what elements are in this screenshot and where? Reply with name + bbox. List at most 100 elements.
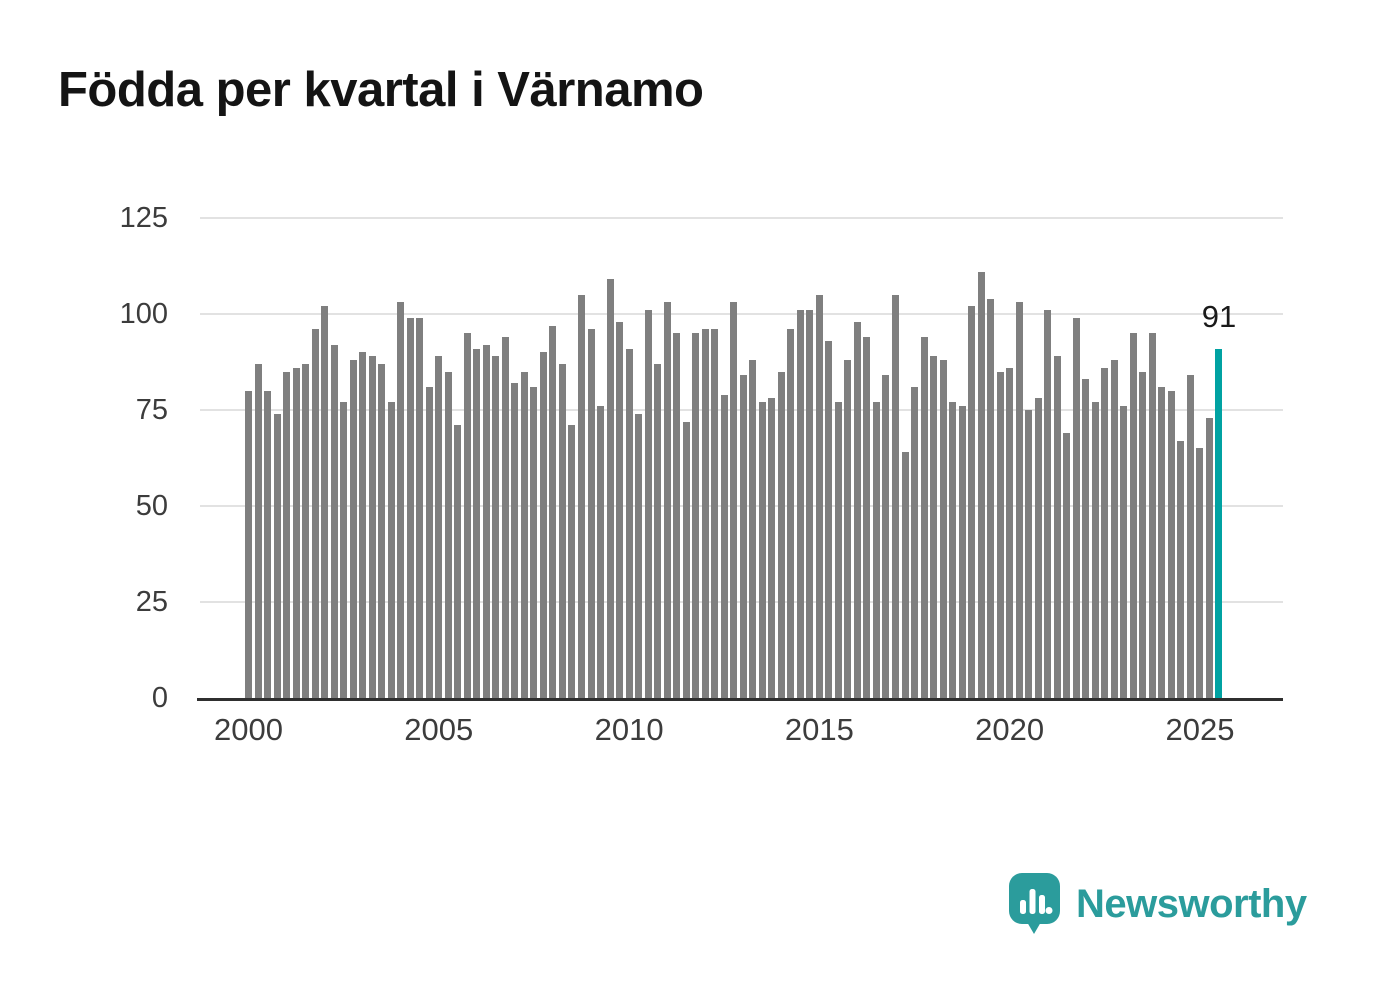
- x-tick-label: 2025: [1165, 712, 1235, 747]
- gridline: [200, 217, 1283, 219]
- y-tick-label: 125: [119, 202, 168, 234]
- bar: [321, 306, 329, 698]
- bar: [1205, 417, 1213, 698]
- bar: [340, 402, 348, 698]
- bar: [987, 298, 995, 698]
- bar: [463, 333, 471, 698]
- bar: [939, 360, 947, 698]
- bar: [311, 329, 319, 698]
- bar: [625, 348, 633, 698]
- bar: [815, 294, 823, 698]
- bar: [825, 340, 833, 698]
- bar: [435, 356, 443, 698]
- bar: [444, 371, 452, 698]
- bar: [587, 329, 595, 698]
- chart-title: Födda per kvartal i Värnamo: [58, 63, 704, 117]
- bar: [711, 329, 719, 698]
- bar: [968, 306, 976, 698]
- bar: [730, 302, 738, 698]
- newsworthy-logo-icon: [1008, 872, 1062, 936]
- bar: [1120, 406, 1128, 698]
- bar: [977, 271, 985, 698]
- bar: [901, 452, 909, 698]
- x-axis-line: [197, 698, 1283, 701]
- bar: [796, 310, 804, 698]
- bar: [1158, 386, 1166, 698]
- plot-area: 0 25 50 75 100 125 91 2000 2005 2010 2015 2020 202…: [120, 202, 1283, 747]
- bar: [349, 360, 357, 698]
- bar: [739, 375, 747, 698]
- last-value-label: 91: [1201, 298, 1237, 334]
- bar: [1034, 398, 1042, 698]
- bar: [644, 310, 652, 698]
- bar: [1082, 379, 1090, 698]
- bar: [473, 348, 481, 698]
- bar: [834, 402, 842, 698]
- x-tick-label: 2000: [214, 712, 283, 747]
- bar: [501, 337, 509, 698]
- x-tick-label: 2010: [594, 712, 664, 747]
- bar: [930, 356, 938, 698]
- bar: [568, 425, 576, 698]
- bar: [359, 352, 367, 698]
- bar: [1129, 333, 1137, 698]
- bar: [777, 371, 785, 698]
- bar: [1072, 317, 1080, 698]
- bar: [302, 363, 310, 698]
- bar: [597, 406, 605, 698]
- bar: [911, 386, 919, 698]
- bar: [920, 337, 928, 698]
- bar: [264, 390, 272, 698]
- y-tick-label: 75: [135, 394, 168, 426]
- bar: [1006, 367, 1014, 698]
- bar: [891, 294, 899, 698]
- bar: [673, 333, 681, 698]
- bar: [768, 398, 776, 698]
- bar: [273, 413, 281, 698]
- bar: [606, 279, 614, 698]
- bar: [787, 329, 795, 698]
- x-axis-labels: 2000 2005 2010 2015 2020 2025: [214, 698, 1234, 748]
- bar: [853, 321, 861, 698]
- bar: [416, 317, 424, 698]
- bar: [1167, 390, 1175, 698]
- bar: [882, 375, 890, 698]
- gridline: [200, 313, 1283, 315]
- bar: [292, 367, 300, 698]
- bar: [482, 344, 490, 698]
- bar: [368, 356, 376, 698]
- bar: [749, 360, 757, 698]
- newsworthy-wordmark: Newsworthy: [1076, 881, 1307, 926]
- bar: [539, 352, 547, 698]
- bar: [530, 386, 538, 698]
- bar: [492, 356, 500, 698]
- y-tick-label: 100: [119, 298, 168, 330]
- bar: [1063, 433, 1071, 698]
- bar: [378, 363, 386, 698]
- bar: [949, 402, 957, 698]
- bar: [1015, 302, 1023, 698]
- bar: [635, 413, 643, 698]
- bars: 91: [245, 218, 1236, 698]
- bar: [1148, 333, 1156, 698]
- bar: [806, 310, 814, 698]
- bar: [663, 302, 671, 698]
- bar: [254, 363, 262, 698]
- bar: [425, 386, 433, 698]
- bar: [682, 421, 690, 698]
- bar: [1196, 448, 1204, 698]
- newsworthy-logo: Newsworthy: [1008, 872, 1307, 936]
- bar: [1177, 440, 1185, 698]
- bar: [844, 360, 852, 698]
- bar: [720, 394, 728, 698]
- bar: [1110, 360, 1118, 698]
- x-tick-label: 2020: [975, 712, 1045, 747]
- bar: [958, 406, 966, 698]
- y-tick-label: 0: [151, 682, 168, 714]
- bar: [454, 425, 462, 698]
- bar: [558, 363, 566, 698]
- bar: [406, 317, 414, 698]
- bar: [330, 344, 338, 698]
- bar: [397, 302, 405, 698]
